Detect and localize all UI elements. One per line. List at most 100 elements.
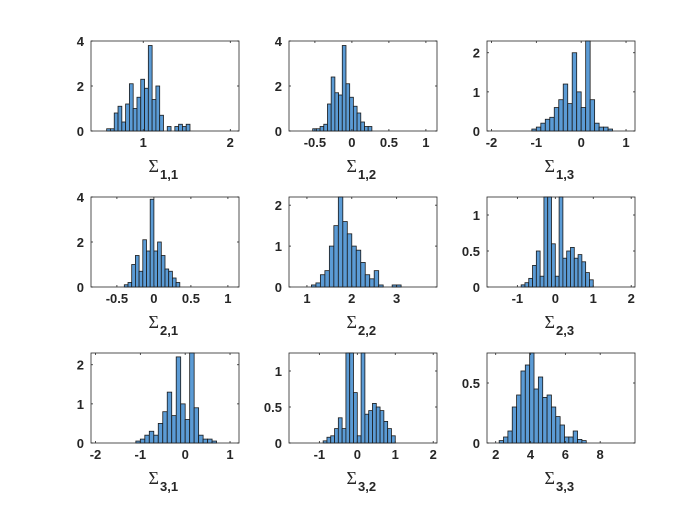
histogram-bar <box>568 436 574 444</box>
histogram-bar <box>182 126 187 132</box>
histogram-bar <box>375 406 381 444</box>
histogram-bar <box>549 116 555 132</box>
sigma-symbol: Σ <box>347 156 357 176</box>
histogram-bar <box>140 78 145 132</box>
histogram-bar <box>542 396 548 444</box>
histogram-bar <box>529 352 535 444</box>
x-tick-label: -1 <box>314 447 326 462</box>
histogram-bar <box>577 254 583 288</box>
histogram-bar <box>315 282 321 288</box>
histogram-bar <box>157 423 164 444</box>
histogram-bar <box>135 440 141 444</box>
histogram-bar <box>531 128 537 132</box>
y-tick-label: 2 <box>275 79 282 94</box>
x-tick-label: 1 <box>140 135 147 150</box>
x-tick-label: 1 <box>422 135 429 150</box>
histogram-bar <box>589 99 596 132</box>
label-subscript: 2,1 <box>160 323 178 338</box>
histogram-bar <box>153 250 158 288</box>
subplot-s12: -0.5 0 0.5 1 0 2 4 Σ 1,2 <box>275 34 438 182</box>
histogram-bar <box>139 438 146 444</box>
histogram-bar <box>345 83 351 132</box>
histogram-bar <box>551 243 556 288</box>
x-tick-label: 1 <box>590 291 597 306</box>
histogram-bar <box>351 245 357 288</box>
subplot-s31: -2 -1 0 1 0 1 2 Σ 3,1 <box>77 352 240 494</box>
sigma-symbol: Σ <box>149 468 159 488</box>
histogram-bar <box>341 428 347 444</box>
histogram-bar <box>567 103 573 132</box>
histogram-bar <box>144 87 149 132</box>
histogram-bar <box>319 126 325 132</box>
subplot-s33: 2 4 6 8 0 0.5 Σ 3,3 <box>462 352 636 494</box>
histogram-bar <box>144 434 150 444</box>
y-tick-label: 1 <box>473 85 480 100</box>
histogram-bar <box>520 284 526 288</box>
x-axis-label: Σ 1,2 <box>347 156 377 182</box>
histogram-bar <box>162 411 168 444</box>
histogram-bar <box>537 376 544 444</box>
histogram-bar <box>378 284 384 288</box>
histogram-bar <box>155 85 161 132</box>
histogram-bar <box>189 352 195 444</box>
histogram-bar <box>160 255 166 288</box>
histogram-bar <box>589 279 594 288</box>
label-subscript: 3,2 <box>358 479 376 494</box>
x-tick-label: 0 <box>354 447 361 462</box>
sigma-symbol: Σ <box>545 312 555 332</box>
histogram-bar <box>330 435 335 444</box>
histogram-bar <box>356 435 362 444</box>
histogram-bar <box>134 255 140 288</box>
histogram-bar <box>372 402 377 444</box>
histogram-bar <box>315 128 321 132</box>
histogram-bar <box>128 83 134 132</box>
label-subscript: 3,3 <box>556 479 574 494</box>
subplot-s13: -2 -1 0 1 0 1 2 Σ 1,3 <box>473 40 636 182</box>
histogram-bar <box>345 352 351 444</box>
histogram-bar <box>373 270 380 288</box>
histogram-bar <box>391 284 398 288</box>
histogram-bar <box>554 275 560 288</box>
histogram-bar <box>322 440 328 444</box>
histogram-bar <box>573 257 579 288</box>
x-axis-label: Σ 2,2 <box>347 312 377 338</box>
histogram-bar <box>353 392 358 444</box>
histogram-bar <box>324 270 330 288</box>
y-tick-label: 1 <box>473 208 480 223</box>
histogram-bar <box>577 438 583 444</box>
histogram-bar <box>334 428 339 444</box>
sigma-symbol: Σ <box>545 468 555 488</box>
x-tick-label: 3 <box>393 291 400 306</box>
histogram-bar <box>352 105 358 132</box>
y-tick-label: 4 <box>275 34 283 49</box>
y-tick-label: 2 <box>77 358 84 373</box>
histogram-bar <box>598 126 604 132</box>
x-tick-label: 1 <box>392 447 399 462</box>
y-tick-label: 0 <box>77 124 84 139</box>
histogram-bar <box>396 284 402 288</box>
histogram-bar <box>387 428 392 444</box>
histogram-bar <box>106 128 111 132</box>
histogram-bar <box>207 438 213 444</box>
x-tick-label: -1 <box>512 291 524 306</box>
y-tick-label: 1 <box>275 364 282 379</box>
histogram-bar <box>330 76 336 132</box>
histogram-bar <box>164 268 170 288</box>
histogram-bar <box>547 196 552 288</box>
x-axis-label: Σ 3,1 <box>149 468 179 494</box>
histogram-bar <box>337 196 344 288</box>
histogram-bar <box>540 122 546 132</box>
histogram-bar <box>180 403 186 444</box>
x-tick-label: 0 <box>348 135 355 150</box>
label-subscript: 2,3 <box>556 323 574 338</box>
y-tick-label: 4 <box>77 34 85 49</box>
histogram-bar <box>146 250 151 288</box>
histogram-bar <box>553 107 560 132</box>
histogram-bar <box>198 434 204 444</box>
x-axis-label: Σ 1,3 <box>545 156 575 182</box>
x-tick-label: -1 <box>531 135 543 150</box>
x-tick-label: -1 <box>135 447 147 462</box>
x-axis-label: Σ 3,3 <box>545 468 575 494</box>
subplot-s23: -1 0 1 2 0 0.5 1 Σ 2,3 <box>462 196 636 338</box>
histogram-bar <box>337 417 343 444</box>
